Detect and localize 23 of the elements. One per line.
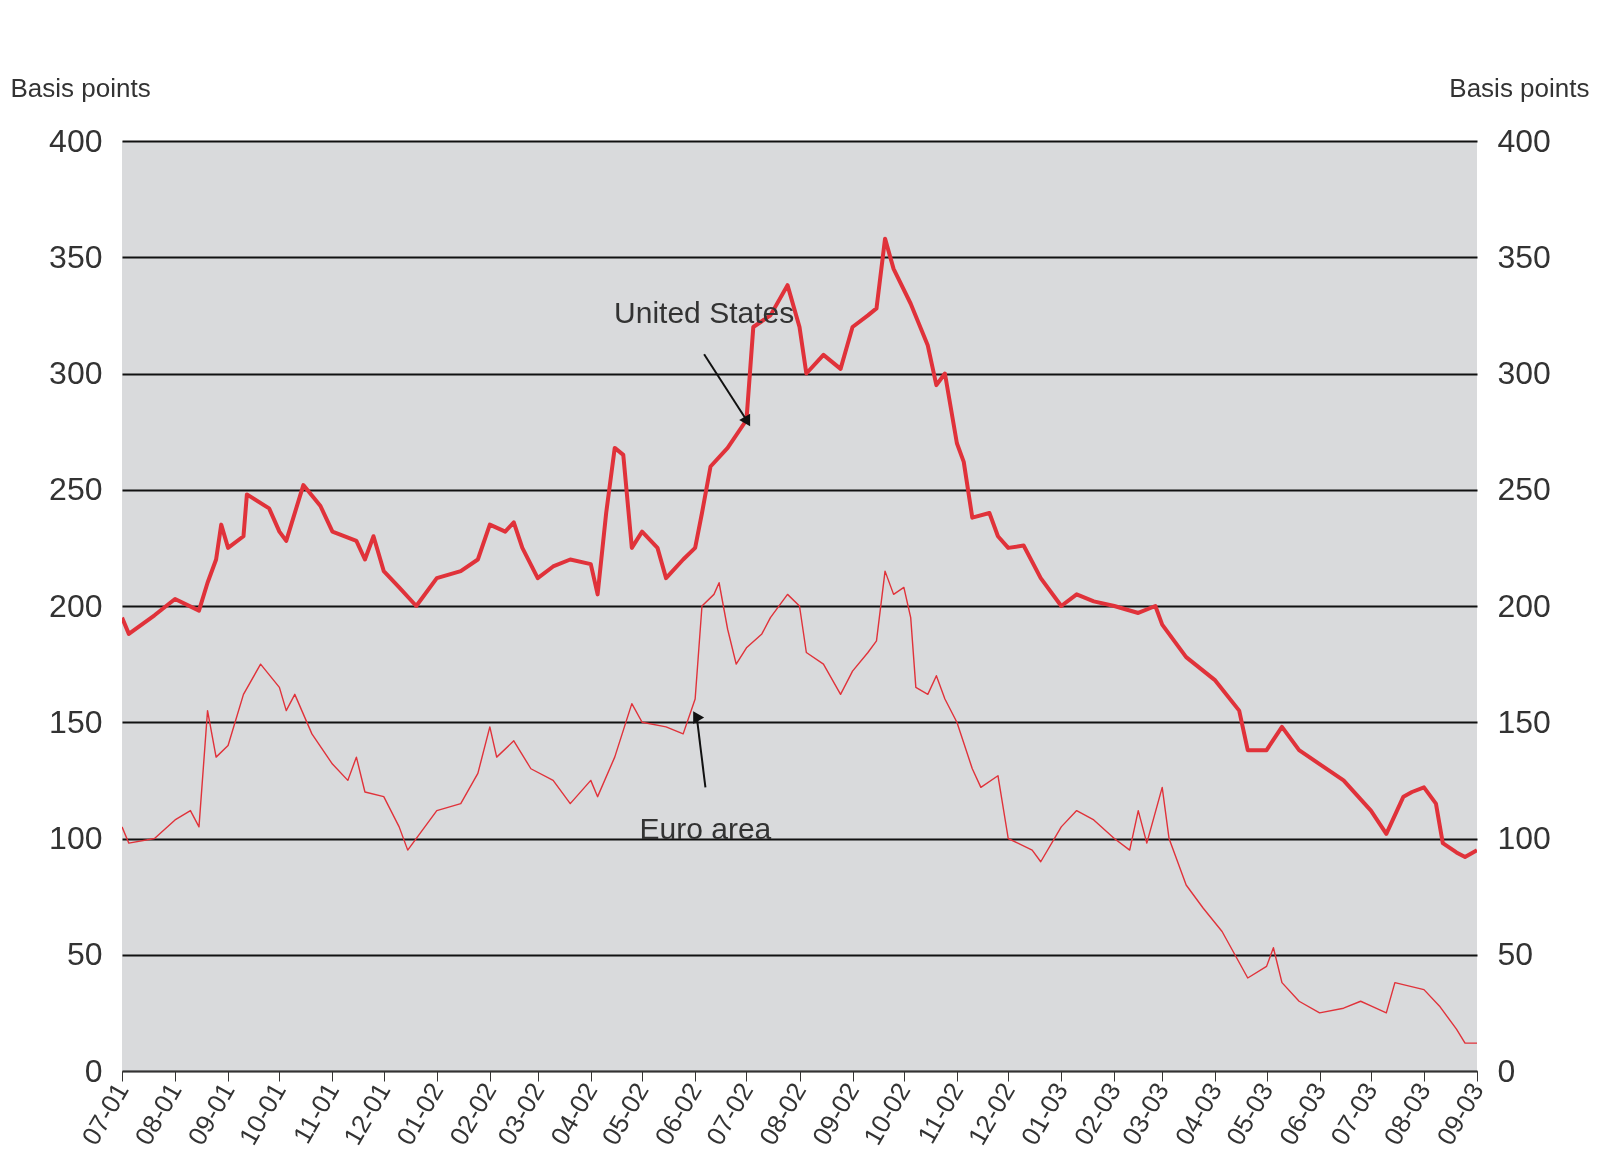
y-tick-label: 250 xyxy=(49,471,103,508)
y2-tick-label: 200 xyxy=(1497,587,1551,624)
annotation: Euro area xyxy=(639,811,772,845)
y-tick-label: 50 xyxy=(66,936,103,973)
y-tick-label: 150 xyxy=(49,703,103,740)
y2-axis-title: Basis points xyxy=(1449,72,1590,103)
y-tick-label: 350 xyxy=(49,238,103,275)
y2-tick-label: 400 xyxy=(1497,122,1551,159)
y-tick-label: 400 xyxy=(49,122,103,159)
y2-tick-label: 350 xyxy=(1497,238,1551,275)
y2-tick-label: 100 xyxy=(1497,820,1551,856)
y-axis-title: Basis points xyxy=(10,72,151,103)
y-tick-label: 300 xyxy=(49,355,103,391)
y-tick-label: 0 xyxy=(84,1052,103,1089)
y-tick-label: 200 xyxy=(49,587,103,624)
line-series xyxy=(122,570,1477,1044)
y-tick-label: 100 xyxy=(49,820,103,856)
y2-tick-label: 150 xyxy=(1497,703,1551,740)
y2-tick-label: 300 xyxy=(1497,355,1551,391)
y2-tick-label: 50 xyxy=(1497,936,1534,973)
line-series xyxy=(122,236,1477,860)
y2-tick-label: 250 xyxy=(1497,471,1551,508)
y2-tick-label: 0 xyxy=(1497,1052,1516,1089)
